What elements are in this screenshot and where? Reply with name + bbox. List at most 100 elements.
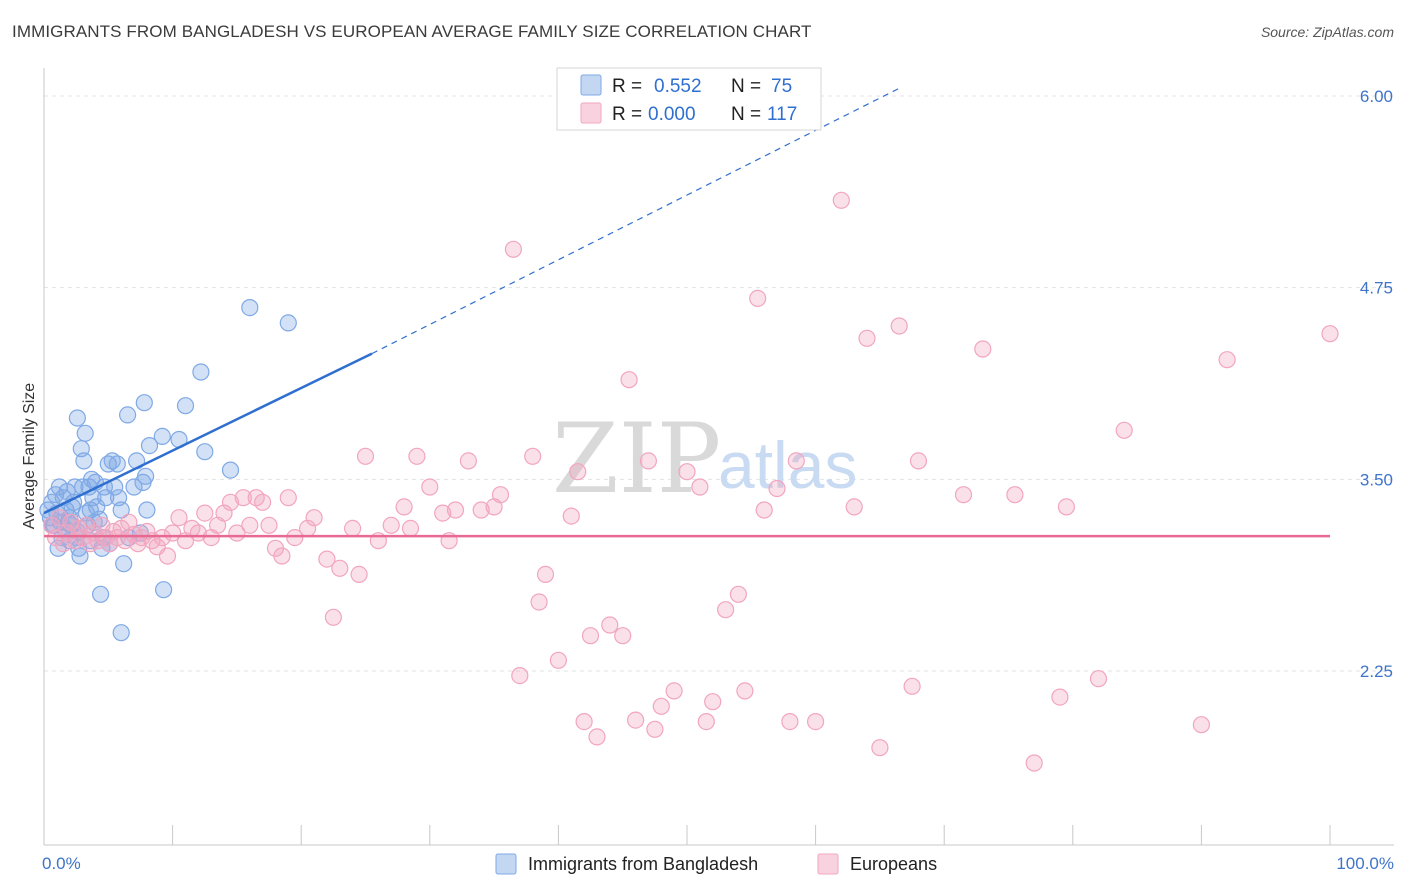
data-point <box>549 651 568 669</box>
legend-r-value-0: 0.552 <box>654 76 702 97</box>
correlation-legend: R = 0.552 N = 75 R = 0.000 N = 117 <box>556 67 822 131</box>
data-point <box>716 601 735 619</box>
series-legend: Immigrants from Bangladesh Europeans <box>495 853 937 875</box>
y-axis-tick-labels: 6.00 4.75 3.50 2.25 <box>1360 87 1393 681</box>
watermark-atlas: atlas <box>718 428 857 502</box>
data-point <box>192 363 210 381</box>
legend-n-label-0: N = <box>731 76 761 97</box>
data-point <box>736 682 754 700</box>
y-tick-label: 6.00 <box>1360 87 1393 106</box>
data-point <box>974 340 992 358</box>
data-point <box>459 452 477 470</box>
data-point <box>665 682 683 700</box>
data-point <box>1006 486 1024 504</box>
data-point <box>221 461 240 479</box>
y-tick-label: 3.50 <box>1360 470 1393 489</box>
watermark-zip: ZIP <box>552 403 721 515</box>
data-point <box>49 539 67 557</box>
data-point <box>871 739 889 757</box>
data-point <box>652 697 670 715</box>
data-point <box>241 299 259 317</box>
data-point <box>241 516 259 534</box>
data-point <box>155 581 173 599</box>
data-point <box>279 314 297 332</box>
data-point <box>135 394 153 412</box>
data-point <box>273 547 291 565</box>
y-tick-label: 4.75 <box>1360 279 1393 298</box>
data-point <box>639 452 658 470</box>
data-point <box>434 504 452 522</box>
data-point <box>82 470 101 488</box>
data-point <box>118 406 137 424</box>
data-point <box>158 547 177 565</box>
data-point <box>890 317 908 335</box>
y-axis-label: Average Family Size <box>21 383 38 530</box>
legend-r-label-0: R = <box>612 76 642 97</box>
legend-swatch-bangladesh <box>580 74 602 96</box>
legend-r-label-1: R = <box>612 104 642 125</box>
data-point <box>581 627 600 645</box>
data-point <box>768 479 786 498</box>
chart-title: IMMIGRANTS FROM BANGLADESH VS EUROPEAN A… <box>12 22 812 41</box>
data-point <box>806 712 825 731</box>
data-point <box>504 240 523 258</box>
data-point <box>108 455 126 473</box>
data-point <box>286 528 304 547</box>
data-point <box>569 463 587 481</box>
data-point <box>75 452 93 470</box>
data-point <box>153 427 171 445</box>
data-point <box>153 528 171 547</box>
data-point <box>749 289 767 307</box>
data-point <box>472 501 490 519</box>
data-point <box>446 501 465 519</box>
data-point <box>125 478 143 496</box>
gridlines <box>44 95 1394 672</box>
watermark: ZIP atlas <box>552 403 857 515</box>
data-point <box>832 191 850 209</box>
data-point <box>408 447 426 465</box>
data-point <box>1192 716 1211 734</box>
x-tick-label-min: 0.0% <box>42 854 81 873</box>
legend-swatch-europeans <box>580 102 602 124</box>
data-point <box>196 443 214 461</box>
data-point <box>601 616 619 634</box>
data-point <box>401 519 420 538</box>
data-point <box>1321 325 1339 343</box>
data-point <box>491 486 510 504</box>
data-point <box>781 712 799 731</box>
data-point <box>331 559 349 577</box>
data-point <box>137 467 155 485</box>
data-point <box>170 509 188 527</box>
data-point <box>324 608 342 626</box>
data-point <box>350 565 368 584</box>
data-point <box>112 501 130 519</box>
bottom-legend-swatch-europeans <box>817 853 839 875</box>
data-point <box>279 489 297 507</box>
data-point <box>215 504 233 522</box>
data-point <box>76 424 94 442</box>
data-point <box>909 452 928 470</box>
data-point <box>68 409 87 427</box>
data-point <box>421 478 439 496</box>
data-point <box>356 447 375 465</box>
data-point <box>1025 754 1043 772</box>
legend-n-value-0: 75 <box>771 76 792 97</box>
data-point <box>395 498 413 516</box>
trend-lines <box>43 87 1330 538</box>
data-point <box>620 371 638 389</box>
data-point <box>614 627 632 645</box>
data-point <box>704 693 722 711</box>
data-point <box>903 677 921 695</box>
data-point <box>1057 498 1076 516</box>
data-point <box>254 493 272 511</box>
legend-n-label-1: N = <box>731 104 761 125</box>
data-point <box>858 329 876 347</box>
data-point <box>53 528 71 547</box>
series-immigrants-from-bangladesh <box>39 299 297 642</box>
legend-n-value-1: 117 <box>767 104 797 125</box>
data-point <box>524 447 542 465</box>
data-point <box>575 712 593 731</box>
data-point <box>382 516 400 534</box>
data-point <box>221 493 240 511</box>
